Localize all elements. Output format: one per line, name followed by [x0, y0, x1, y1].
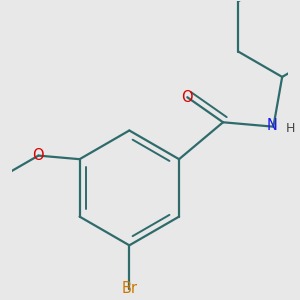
Text: Br: Br	[121, 281, 137, 296]
Text: H: H	[286, 122, 295, 136]
Text: N: N	[267, 118, 278, 133]
Text: O: O	[33, 148, 44, 163]
Text: O: O	[182, 90, 193, 105]
